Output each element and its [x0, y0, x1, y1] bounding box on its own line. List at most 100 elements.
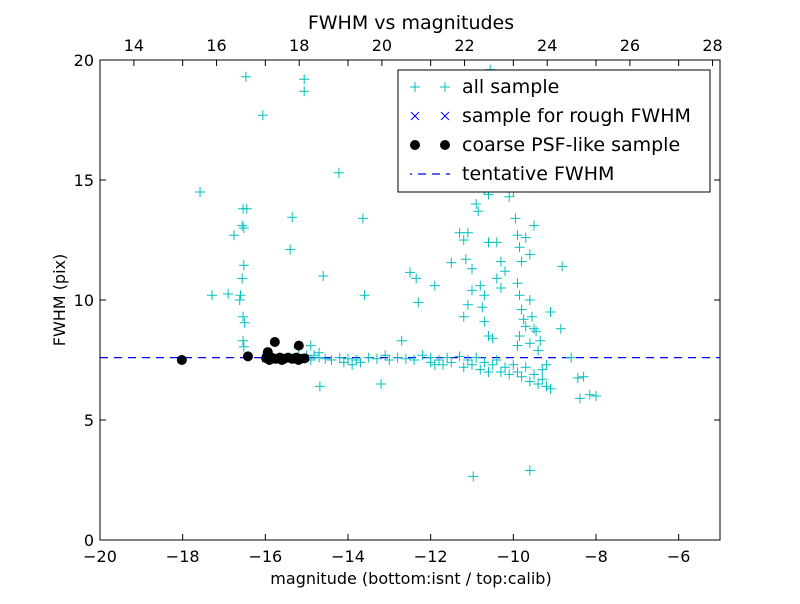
all-sample-point: [537, 374, 548, 385]
all-sample-point: [405, 267, 415, 278]
all-sample-point: [524, 338, 535, 349]
all-sample-point: [442, 352, 453, 363]
all-sample-point: [584, 389, 595, 400]
all-sample-point: [318, 271, 329, 281]
all-sample-point: [333, 167, 344, 178]
all-sample-point: [537, 364, 548, 375]
y-tick-label: 15: [74, 171, 94, 190]
all-sample-point: [320, 353, 331, 364]
all-sample-point: [462, 355, 473, 365]
all-sample-point: [195, 187, 206, 197]
all-sample-point: [591, 391, 601, 401]
psf-sample-point: [276, 355, 287, 365]
all-sample-point: [545, 307, 556, 317]
psf-sample-point: [242, 351, 253, 362]
all-sample-point: [512, 340, 523, 351]
all-sample-point: [529, 323, 539, 334]
legend-plus-icon: [440, 82, 450, 92]
all-sample-point: [557, 261, 568, 272]
all-sample-point: [491, 355, 502, 365]
all-sample-point: [555, 323, 566, 334]
all-sample-point: [238, 311, 249, 322]
all-sample-point: [479, 290, 490, 301]
all-sample-point: [411, 273, 422, 284]
all-sample-point: [475, 364, 486, 375]
chart-title: FWHM vs magnitudes: [308, 12, 514, 34]
legend-cross-icon: [410, 111, 420, 121]
all-sample-point: [334, 352, 345, 363]
all-sample-point: [514, 290, 525, 301]
all-sample-point: [371, 353, 382, 364]
all-sample-point: [299, 86, 310, 97]
all-sample-point: [363, 352, 374, 363]
all-sample-point: [508, 359, 519, 370]
all-sample-point: [237, 220, 248, 231]
y-tick-label: 10: [74, 291, 94, 310]
all-sample-point: [516, 304, 527, 315]
all-sample-point: [477, 302, 488, 313]
all-sample-point: [238, 223, 249, 233]
all-sample-point: [462, 299, 473, 310]
all-sample-point: [471, 199, 482, 209]
all-sample-point: [491, 273, 502, 284]
all-sample-point: [462, 227, 473, 238]
all-sample-point: [223, 289, 234, 299]
legend-dot-icon: [410, 140, 420, 150]
legend-label-all-sample: all sample: [462, 76, 559, 98]
all-sample-point: [299, 74, 310, 85]
all-sample-point: [545, 383, 556, 394]
all-sample-point: [500, 266, 511, 277]
all-sample-point: [529, 220, 539, 231]
all-sample-point: [417, 350, 428, 361]
y-tick-label: 5: [84, 411, 94, 430]
all-sample-point: [526, 311, 537, 322]
all-sample-point: [446, 257, 457, 268]
all-sample-point: [235, 290, 246, 301]
all-sample-point: [384, 355, 395, 365]
all-sample-point: [234, 295, 245, 305]
all-sample-point: [479, 357, 490, 368]
all-sample-point: [533, 345, 544, 356]
all-sample-point: [541, 359, 552, 370]
all-sample-point: [257, 110, 268, 121]
all-sample-point: [359, 290, 370, 301]
all-sample-point: [495, 283, 506, 293]
all-sample-point: [238, 341, 249, 352]
all-sample-point: [487, 359, 498, 370]
all-sample-point: [429, 280, 440, 291]
top-x-tick-label: 22: [454, 36, 474, 55]
axis-ticks: −20 −18 −16 −14 −12 −10 −8 −6 14 16 18 20 22 24 26 28 0 5…: [74, 36, 723, 566]
all-sample-point: [326, 355, 337, 365]
all-sample-point: [380, 350, 391, 361]
x-tick-label: −6: [667, 547, 691, 566]
all-sample-point: [510, 213, 521, 224]
all-sample-point: [487, 333, 498, 344]
x-tick-label: −8: [584, 547, 608, 566]
top-x-tick-label: 18: [289, 36, 309, 55]
x-tick-label: −20: [83, 547, 117, 566]
all-sample-point: [458, 311, 469, 322]
all-sample-point: [314, 381, 325, 392]
all-sample-point: [240, 71, 251, 82]
all-sample-point: [520, 232, 531, 243]
all-sample-point: [483, 367, 494, 377]
all-sample-point: [237, 273, 248, 284]
all-sample-point: [471, 352, 482, 363]
psf-sample-point: [264, 355, 275, 365]
legend-dot-icon: [440, 140, 450, 150]
all-sample-point: [524, 376, 535, 387]
all-sample-point: [514, 242, 525, 253]
all-sample-point: [460, 254, 471, 265]
psf-sample-point: [269, 337, 280, 347]
top-x-tick-label: 24: [537, 36, 557, 55]
y-tick-label: 20: [74, 51, 94, 70]
legend-plus-icon: [410, 82, 420, 92]
all-sample-point: [524, 295, 535, 305]
all-sample-point: [438, 359, 449, 370]
all-sample-point: [347, 359, 358, 370]
legend-label-psf-sample: coarse PSF-like sample: [462, 134, 680, 156]
legend: all sample sample for rough FWHM coarse …: [397, 69, 711, 193]
all-sample-point: [524, 465, 535, 476]
all-sample-point: [467, 263, 477, 274]
